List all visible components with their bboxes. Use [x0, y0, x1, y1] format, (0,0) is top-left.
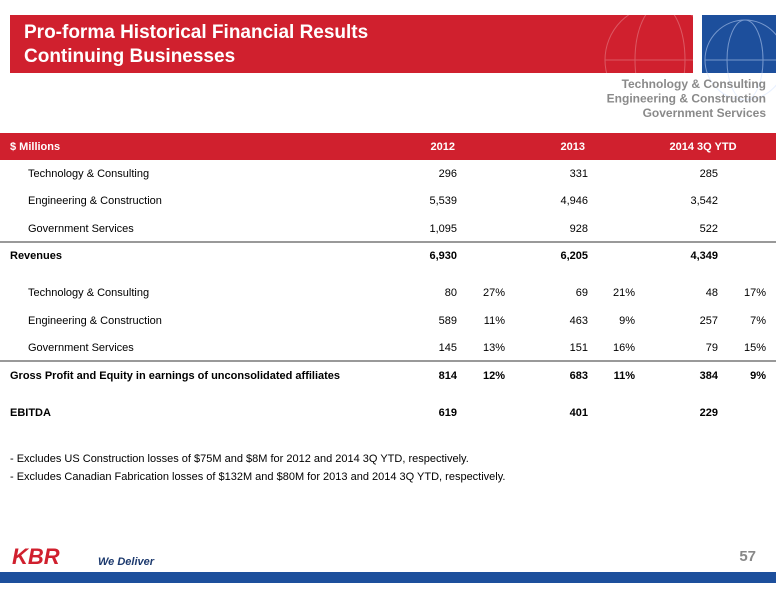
cell-value: 285: [700, 168, 718, 180]
cell-value: 683: [570, 370, 588, 382]
cell-value: 4,349: [690, 250, 718, 262]
cell-value: 522: [700, 223, 718, 235]
cell-percent: 9%: [619, 315, 635, 327]
note: - Excludes Canadian Fabrication losses o…: [10, 471, 505, 483]
note: - Excludes US Construction losses of $75…: [10, 453, 469, 465]
globe-lines: [704, 19, 776, 101]
tagline: We Deliver: [98, 556, 155, 568]
column-header: $ Millions: [10, 141, 60, 153]
cell-value: 3,542: [690, 195, 718, 207]
cell-percent: 9%: [750, 370, 766, 382]
row-label: EBITDA: [10, 407, 51, 419]
footer-bar: [0, 572, 776, 583]
cell-value: 296: [439, 168, 457, 180]
cell-value: 257: [700, 315, 718, 327]
cell-value: 6,205: [560, 250, 588, 262]
page-number: 57: [739, 548, 756, 565]
column-header: 2013: [561, 141, 585, 153]
title: Pro-forma Historical Financial Results: [24, 22, 368, 43]
brand-tag: Engineering & Construction: [607, 92, 766, 106]
brand-tag: Technology & Consulting: [622, 77, 766, 91]
row-label: Engineering & Construction: [28, 315, 162, 327]
cell-percent: 27%: [483, 287, 505, 299]
row-label: Technology & Consulting: [28, 287, 149, 299]
cell-value: 229: [700, 407, 718, 419]
cell-percent: 11%: [484, 315, 505, 327]
cell-percent: 21%: [613, 287, 635, 299]
title: Continuing Businesses: [24, 46, 235, 67]
row-label: Revenues: [10, 250, 62, 262]
cell-percent: 15%: [744, 342, 766, 354]
cell-value: 6,930: [429, 250, 457, 262]
cell-percent: 17%: [744, 287, 766, 299]
cell-percent: 16%: [613, 342, 635, 354]
cell-value: 589: [439, 315, 457, 327]
cell-value: 145: [439, 342, 457, 354]
cell-value: 4,946: [560, 195, 588, 207]
cell-value: 5,539: [429, 195, 457, 207]
logo: KBR: [12, 544, 60, 569]
column-header: 2014 3Q YTD: [669, 141, 736, 153]
row-label: Government Services: [28, 342, 134, 354]
cell-value: 401: [570, 407, 588, 419]
cell-value: 384: [700, 370, 719, 382]
cell-value: 331: [570, 168, 588, 180]
cell-value: 463: [570, 315, 588, 327]
row-label: Government Services: [28, 223, 134, 235]
cell-value: 79: [706, 342, 718, 354]
table-header: [0, 133, 776, 160]
cell-value: 48: [706, 287, 718, 299]
cell-value: 1,095: [429, 223, 457, 235]
cell-value: 619: [439, 407, 457, 419]
globe-image: [702, 15, 776, 73]
cell-value: 928: [570, 223, 588, 235]
column-header: 2012: [431, 141, 455, 153]
cell-value: 814: [439, 370, 458, 382]
cell-percent: 12%: [483, 370, 505, 382]
row-label: Gross Profit and Equity in earnings of u…: [10, 370, 340, 382]
cell-value: 151: [570, 342, 588, 354]
title-bar: [10, 15, 693, 73]
cell-percent: 13%: [483, 342, 505, 354]
cell-value: 80: [445, 287, 457, 299]
cell-percent: 11%: [614, 370, 636, 382]
cell-value: 69: [576, 287, 588, 299]
cell-percent: 7%: [750, 315, 766, 327]
row-label: Engineering & Construction: [28, 195, 162, 207]
row-label: Technology & Consulting: [28, 168, 149, 180]
brand-tag: Government Services: [643, 106, 767, 120]
